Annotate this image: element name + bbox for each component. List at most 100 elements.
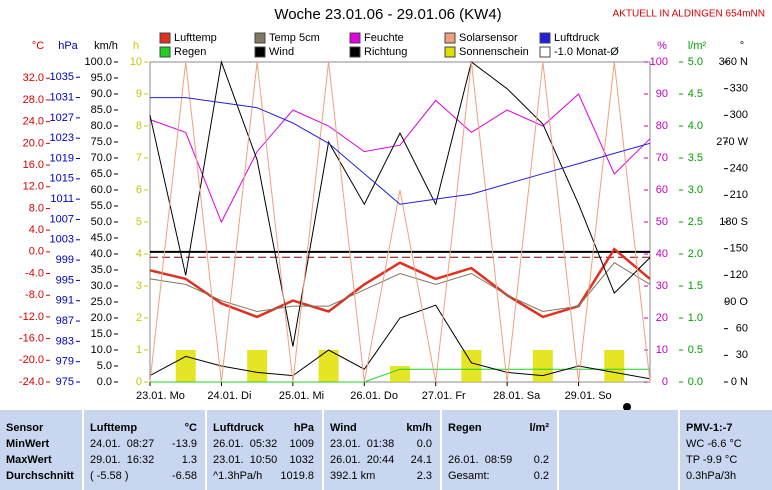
- y-tick-label: -20.0: [19, 354, 44, 366]
- table-cell: 1032: [289, 454, 314, 466]
- table-cell: 0.2: [533, 470, 549, 482]
- y-tick-label: 9: [136, 88, 142, 100]
- y-tick-label: 30: [656, 280, 668, 292]
- y-tick-label: 15.0: [91, 328, 112, 340]
- legend-swatch: [159, 46, 171, 58]
- table-cell: 1009: [289, 438, 314, 450]
- table-column: Sensor MinWert MaxWert Durchschnitt: [0, 410, 82, 490]
- axis-unit: h: [133, 40, 139, 52]
- y-tick-label: 45.0: [91, 232, 112, 244]
- y-tick-label: 20.0: [91, 312, 112, 324]
- y-tick-label: 210: [730, 189, 748, 201]
- legend-label: Richtung: [364, 46, 407, 58]
- y-tick-label: 6: [136, 184, 142, 196]
- y-tick-label: 0 N: [731, 376, 748, 388]
- series-line: [149, 61, 651, 383]
- axis-unit: l/m²: [688, 40, 707, 52]
- table-cell: 1019.8: [280, 470, 314, 482]
- legend-label: Feuchte: [364, 32, 404, 44]
- table-cell: 26.01. 05:32: [213, 438, 278, 450]
- y-tick-label: 1.5: [688, 280, 703, 292]
- table-column: Luftdruck hPa 26.01. 05:32 1009 23.01. 10:50…: [207, 410, 322, 490]
- chart-title: Woche 23.01.06 - 29.01.06 (KW4): [274, 6, 501, 23]
- y-tick-label: 12.0: [23, 181, 44, 193]
- chart: Woche 23.01.06 - 29.01.06 (KW4) AKTUELL …: [19, 6, 765, 410]
- legend-swatch: [539, 32, 551, 44]
- y-tick-label: 2.5: [688, 216, 703, 228]
- y-tick-label: 60: [736, 323, 748, 335]
- y-tick-label: 4.0: [688, 120, 703, 132]
- y-tick-label: 983: [56, 335, 74, 347]
- y-tick-label: 80.0: [91, 120, 112, 132]
- y-tick-label: 60: [656, 184, 668, 196]
- y-tick-label: 975: [56, 376, 74, 388]
- series-line: [149, 304, 651, 380]
- y-tick-label: 5.0: [97, 360, 112, 372]
- legend-label: Temp 5cm: [269, 32, 320, 44]
- y-tick-label: 995: [56, 274, 74, 286]
- sunshine-bar: [604, 350, 625, 382]
- y-tick-label: 2: [136, 312, 142, 324]
- y-tick-label: 979: [56, 356, 74, 368]
- y-tick-label: 0.0: [688, 376, 703, 388]
- y-tick-label: 55.0: [91, 200, 112, 212]
- y-tick-label: 90 O: [724, 296, 748, 308]
- y-tick-label: 1.0: [688, 312, 703, 324]
- table-cell: 23.01. 10:50: [213, 454, 278, 466]
- table-cell: 2.3: [416, 470, 432, 482]
- y-tick-label: 991: [56, 295, 74, 307]
- y-tick-label: 2.0: [688, 248, 703, 260]
- y-tick-label: 30: [736, 349, 748, 361]
- y-tick-label: 75.0: [91, 136, 112, 148]
- series-line: [149, 60, 651, 347]
- y-tick-label: 1: [136, 344, 142, 356]
- y-tick-label: 1035: [50, 71, 74, 83]
- legend-label: Wind: [269, 46, 294, 58]
- table-cell: Durchschnitt: [6, 470, 74, 482]
- table-cell: Gesamt:: [448, 470, 490, 482]
- y-tick-label: -4.0: [25, 267, 44, 279]
- y-tick-label: 0: [662, 376, 668, 388]
- table-cell: -13.9: [171, 438, 197, 450]
- x-tick-label: 29.01. So: [565, 390, 612, 402]
- y-tick-label: 180 S: [719, 216, 748, 228]
- table-cell: 26.01. 08:59: [448, 454, 513, 466]
- legend-label: Lufttemp: [174, 32, 217, 44]
- y-tick-label: 5.0: [688, 56, 703, 68]
- table-cell: 1.3: [181, 454, 197, 466]
- y-tick-label: 50.0: [91, 216, 112, 228]
- legend-label: -1.0 Monat-Ø: [554, 46, 619, 58]
- y-tick-label: 240: [730, 163, 748, 175]
- y-tick-label: 20: [656, 312, 668, 324]
- y-tick-label: 360 N: [719, 56, 748, 68]
- table-column: PMV-1:-7 WC -6.6 °C TP -9.9 °C 0.3hPa/3h: [680, 410, 772, 490]
- table-cell: WC -6.6 °C: [686, 438, 742, 450]
- y-tick-label: 40.0: [91, 248, 112, 260]
- legend-swatch: [444, 46, 456, 58]
- y-tick-label: 0: [136, 376, 142, 388]
- table-filler: [559, 410, 678, 490]
- plot-area: [149, 61, 651, 383]
- y-tick-label: 60.0: [91, 184, 112, 196]
- sunshine-bar: [390, 366, 410, 382]
- y-tick-label: 1023: [50, 132, 74, 144]
- legend-label: Luftdruck: [554, 32, 600, 44]
- y-tick-label: 0.0: [97, 376, 112, 388]
- y-tick-label: 100.0: [84, 56, 112, 68]
- legend-swatch: [349, 46, 361, 58]
- y-tick-label: 95.0: [91, 72, 112, 84]
- axis-unit: %: [657, 40, 667, 52]
- x-tick-label: 26.01. Do: [350, 390, 398, 402]
- x-tick-label: 24.01. Di: [207, 390, 251, 402]
- column-title: Wind: [330, 422, 357, 434]
- y-tick-label: -16.0: [19, 333, 44, 345]
- y-tick-label: 28.0: [23, 94, 44, 106]
- y-tick-label: -24.0: [19, 376, 44, 388]
- series-line: [149, 262, 651, 313]
- y-tick-label: 3.0: [688, 184, 703, 196]
- y-tick-label: 100: [650, 56, 668, 68]
- legend-label: Sonnenschein: [459, 46, 529, 58]
- y-tick-label: 300: [730, 109, 748, 121]
- y-tick-label: 20.0: [23, 137, 44, 149]
- y-tick-label: 30.0: [91, 280, 112, 292]
